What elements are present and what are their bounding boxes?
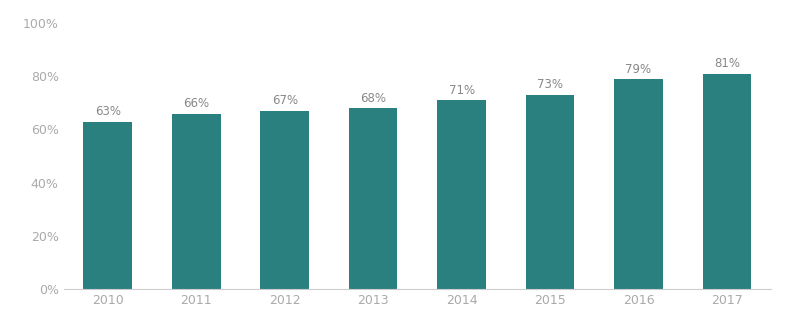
- Bar: [261, 111, 309, 289]
- Text: 81%: 81%: [714, 57, 740, 70]
- Bar: [525, 95, 574, 289]
- Bar: [437, 100, 486, 289]
- Bar: [172, 114, 220, 289]
- Text: 79%: 79%: [626, 62, 652, 76]
- Text: 66%: 66%: [183, 97, 209, 110]
- Text: 73%: 73%: [537, 78, 563, 92]
- Text: 67%: 67%: [272, 94, 298, 108]
- Text: 68%: 68%: [360, 92, 386, 105]
- Bar: [83, 122, 132, 289]
- Text: 71%: 71%: [448, 84, 475, 97]
- Bar: [349, 108, 398, 289]
- Text: 63%: 63%: [95, 105, 121, 118]
- Bar: [703, 74, 751, 289]
- Bar: [615, 79, 663, 289]
